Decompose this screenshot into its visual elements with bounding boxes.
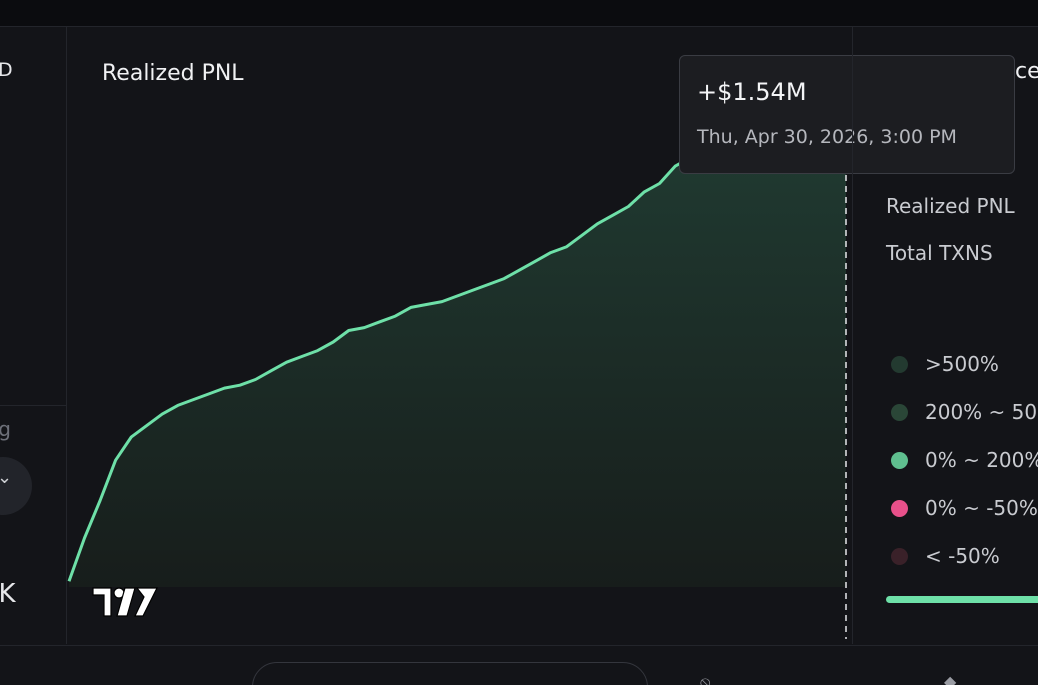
panel-title: ce (1015, 59, 1038, 84)
legend-item-200-500: 200% ~ 500% (891, 400, 1038, 424)
tradingview-logo-icon (92, 587, 158, 617)
chevron-down-icon: ⌄ (0, 467, 12, 488)
legend-item-0-200: 0% ~ 200% (891, 448, 1038, 472)
realized-pnl-chart[interactable] (67, 27, 851, 644)
left-panel: SD ing ⌄ 6K (0, 27, 67, 644)
pnl-area (69, 143, 846, 587)
stat-value: 6K (0, 579, 16, 609)
legend-dot (891, 451, 908, 469)
section-label: ing (0, 417, 11, 441)
legend-item-under-minus-50: < -50% (891, 544, 1000, 568)
tooltip-value: +$1.54M (697, 78, 807, 106)
search-input[interactable] (252, 662, 648, 685)
realized-pnl-label: Realized PNL (886, 194, 1015, 218)
legend-dot (891, 499, 908, 517)
legend-item-over-500: >500% (891, 352, 999, 376)
legend-dot (891, 547, 908, 565)
total-txns-label: Total TXNS (886, 241, 993, 265)
eye-slash-icon[interactable]: ⦸ (700, 672, 711, 685)
legend-dot (891, 403, 908, 421)
diamond-icon[interactable]: ◆ (944, 672, 957, 685)
chart-title: Realized PNL (102, 61, 244, 86)
tooltip-date: Thu, Apr 30, 2026, 3:00 PM (697, 126, 957, 148)
top-bar (0, 0, 1038, 27)
chart-tooltip: +$1.54M Thu, Apr 30, 2026, 3:00 PM (679, 55, 1015, 174)
right-panel: ce Realized PNL Total TXNS >500% 200% ~ … (852, 27, 1038, 644)
bottom-bar: ⦸ ◆ (0, 645, 1038, 685)
currency-label: SD (0, 59, 13, 81)
legend-item-0-minus-50: 0% ~ -50% (891, 496, 1038, 520)
legend-dot (891, 355, 908, 373)
distribution-bar (886, 596, 1038, 603)
realized-pnl-chart-panel: Realized PNL (67, 27, 851, 644)
divider (0, 405, 66, 406)
